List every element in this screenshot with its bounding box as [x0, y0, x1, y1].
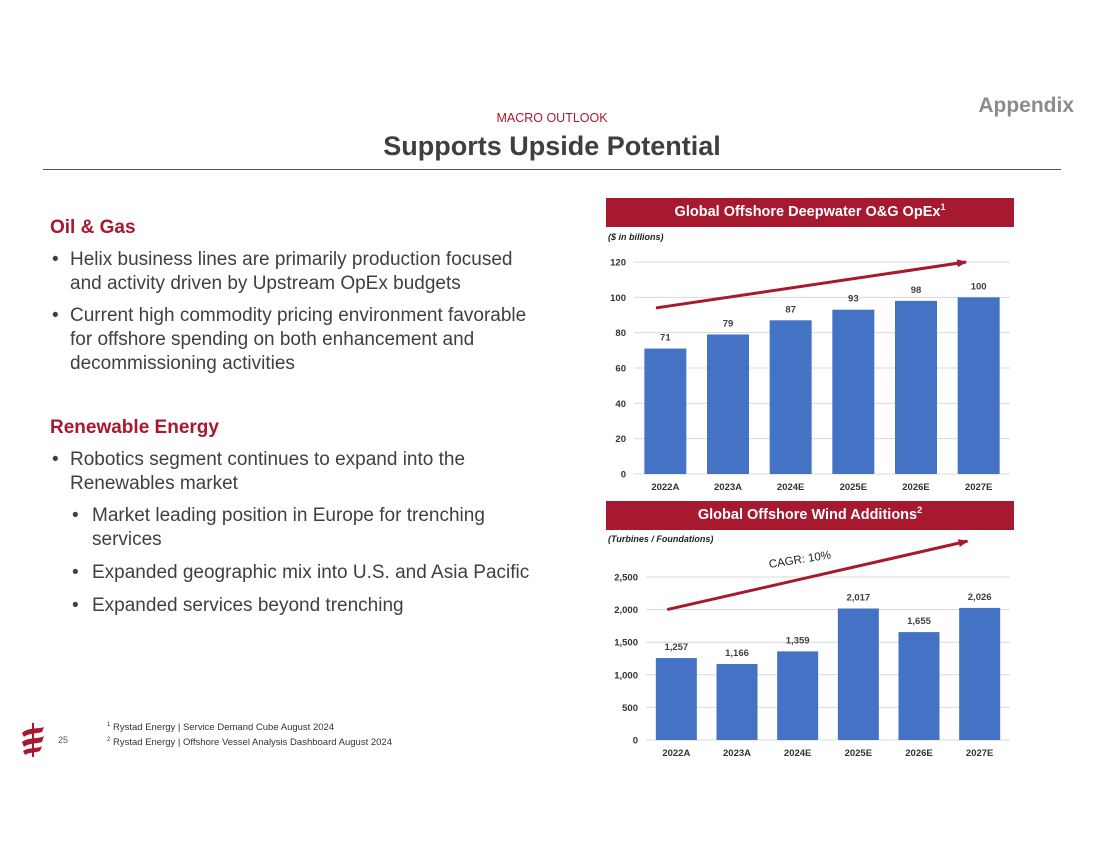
- bullet-item: Current high commodity pricing environme…: [50, 304, 530, 376]
- chart1-title: Global Offshore Deepwater O&G OpEx1: [606, 198, 1014, 227]
- footnotes: 1 Rystad Energy | Service Demand Cube Au…: [107, 719, 392, 749]
- bar: [655, 658, 697, 740]
- data-label: 1,166: [725, 648, 749, 659]
- data-label: 1,655: [907, 616, 931, 627]
- x-tick-label: 2026E: [902, 482, 929, 493]
- data-label: 100: [971, 281, 987, 292]
- bar: [895, 300, 937, 474]
- chart2-unit: (Turbines / Foundations): [608, 534, 714, 544]
- data-label: 93: [848, 294, 859, 305]
- x-tick-label: 2026E: [905, 748, 932, 759]
- renewable-bullets: Robotics segment continues to expand int…: [50, 448, 530, 618]
- bullet-item: Helix business lines are primarily produ…: [50, 248, 530, 296]
- y-tick-label: 60: [615, 364, 626, 375]
- x-tick-label: 2022A: [662, 748, 690, 759]
- bullet-item: Robotics segment continues to expand int…: [50, 448, 530, 496]
- appendix-label: Appendix: [978, 94, 1074, 117]
- data-label: 1,359: [786, 635, 810, 646]
- x-tick-label: 2023A: [723, 748, 751, 759]
- bar: [769, 320, 812, 474]
- trend-arrow: [655, 259, 968, 310]
- y-tick-label: 1,500: [614, 638, 638, 649]
- bar: [707, 334, 749, 474]
- trend-arrow: [666, 539, 969, 612]
- oil-gas-bullets: Helix business lines are primarily produ…: [50, 248, 530, 376]
- bar: [832, 309, 875, 474]
- y-tick-label: 80: [615, 328, 626, 339]
- y-tick-label: 20: [615, 434, 626, 445]
- footnote-1: 1 Rystad Energy | Service Demand Cube Au…: [107, 722, 335, 734]
- x-tick-label: 2022A: [651, 482, 679, 493]
- y-tick-label: 100: [610, 293, 626, 304]
- x-tick-label: 2027E: [966, 748, 993, 759]
- y-tick-label: 0: [633, 736, 638, 747]
- y-tick-label: 1,000: [614, 670, 638, 681]
- data-label: 79: [723, 318, 734, 329]
- oil-gas-heading: Oil & Gas: [50, 217, 136, 238]
- text-panel: Oil & Gas Helix business lines are prima…: [50, 217, 530, 627]
- x-tick-label: 2024E: [784, 748, 811, 759]
- title-divider: [43, 169, 1061, 170]
- sub-bullet-item: Expanded geographic mix into U.S. and As…: [50, 561, 530, 585]
- section-eyebrow: MACRO OUTLOOK: [496, 111, 608, 125]
- data-label: 98: [911, 285, 922, 296]
- x-tick-label: 2025E: [845, 748, 872, 759]
- x-tick-label: 2027E: [965, 482, 992, 493]
- bar: [898, 632, 940, 740]
- data-label: 2,026: [968, 592, 992, 603]
- page-number: 25: [58, 735, 69, 745]
- data-label: 87: [785, 304, 796, 315]
- x-tick-label: 2025E: [840, 482, 867, 493]
- y-tick-label: 40: [615, 399, 626, 410]
- bar: [777, 651, 819, 740]
- bar: [959, 607, 1001, 740]
- chart1-unit: ($ in billions): [608, 232, 664, 242]
- x-tick-label: 2023A: [714, 482, 742, 493]
- y-tick-label: 0: [621, 470, 626, 481]
- x-tick-label: 2024E: [777, 482, 804, 493]
- bar: [716, 663, 758, 740]
- chart2-title: Global Offshore Wind Additions2: [606, 501, 1014, 530]
- page-title: Supports Upside Potential: [383, 131, 721, 161]
- y-tick-label: 120: [610, 258, 626, 269]
- renewable-heading: Renewable Energy: [50, 417, 219, 438]
- sub-bullet-item: Expanded services beyond trenching: [50, 594, 530, 618]
- y-tick-label: 2,500: [614, 573, 638, 584]
- bar: [837, 608, 879, 740]
- y-tick-label: 2,000: [614, 605, 638, 616]
- bar: [644, 348, 687, 474]
- data-label: 1,257: [664, 642, 688, 653]
- bar: [957, 297, 1000, 474]
- data-label: 71: [660, 333, 671, 344]
- footnote-2: 2 Rystad Energy | Offshore Vessel Analys…: [107, 737, 392, 749]
- data-label: 2,017: [846, 592, 870, 603]
- y-tick-label: 500: [622, 703, 638, 714]
- company-logo-icon: [22, 723, 44, 757]
- sub-bullet-item: Market leading position in Europe for tr…: [50, 504, 530, 552]
